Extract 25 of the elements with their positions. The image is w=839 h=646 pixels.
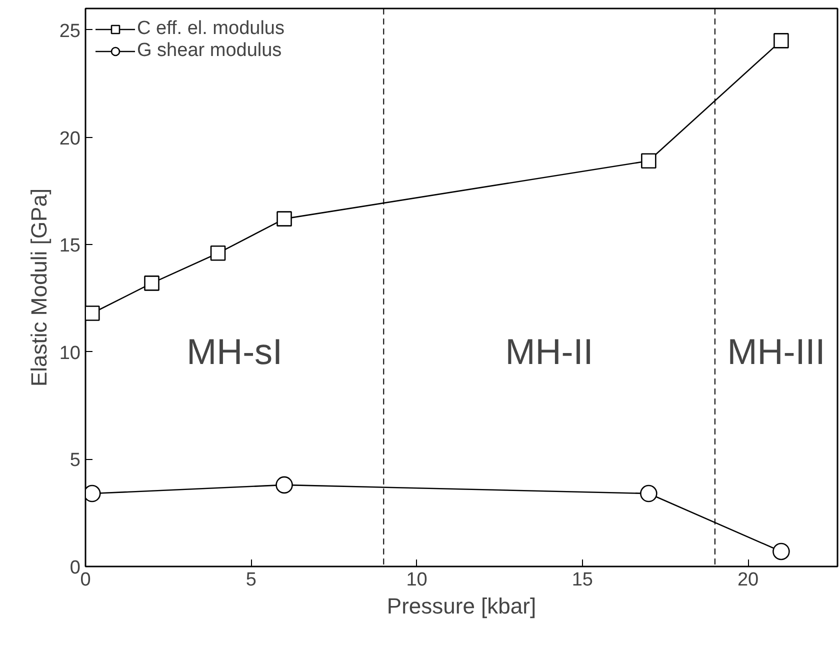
point	[772, 542, 790, 560]
legend-label: G shear modulus	[137, 40, 282, 62]
annotation: MH-III	[727, 331, 826, 372]
legend-label: C eff. el. modulus	[137, 18, 285, 40]
y-tick-label: 10	[59, 342, 81, 364]
x-tick-label: 10	[406, 570, 428, 590]
y-tick-label: 20	[59, 128, 81, 150]
point	[276, 211, 292, 226]
annotation: MH-II	[505, 331, 594, 372]
y-tick-label: 25	[59, 20, 81, 42]
point	[640, 484, 658, 502]
y-tick-label: 5	[70, 450, 81, 472]
x-tick-label: 20	[737, 570, 759, 590]
point	[210, 246, 226, 261]
point	[276, 476, 293, 494]
x-axis-title: Pressure [kbar]	[386, 594, 536, 618]
point	[774, 33, 789, 48]
x-tick-label: 5	[246, 570, 256, 590]
point	[641, 153, 656, 169]
y-tick-label: 15	[59, 236, 81, 257]
point	[86, 306, 100, 321]
point	[144, 276, 160, 291]
y-axis-title: Elastic Moduli [GPa]	[26, 188, 52, 387]
annotation: MH-sI	[186, 331, 283, 372]
x-tick-label: 15	[572, 570, 593, 590]
